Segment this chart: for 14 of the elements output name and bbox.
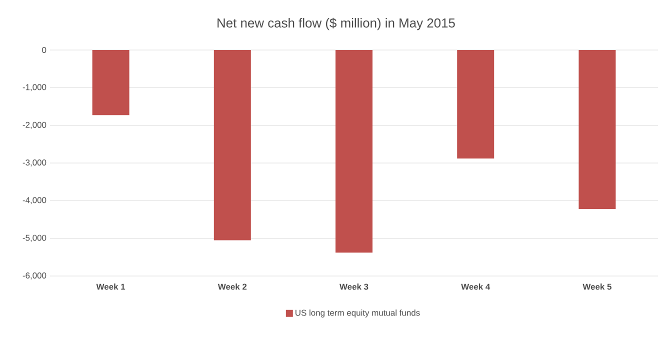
y-tick-label: -5,000 [22,234,46,242]
legend-label: US long term equity mutual funds [296,310,420,318]
x-tick-label: Week 1 [96,284,126,290]
chart-title: Net new cash flow ($ million) in May 2015 [218,18,455,30]
x-tick-label: Week 4 [461,284,490,290]
y-tick-label: -1,000 [22,84,46,92]
y-tick-label: -6,000 [22,272,46,280]
x-tick-label: Week 3 [340,284,368,290]
y-tick-label: 0 [42,47,46,53]
x-tick-label: Week 2 [218,284,247,290]
x-tick-label: Week 5 [582,284,612,290]
y-tick-label: -2,000 [22,122,46,129]
y-tick-label: -4,000 [22,197,46,204]
y-tick-label: -3,000 [22,160,46,166]
